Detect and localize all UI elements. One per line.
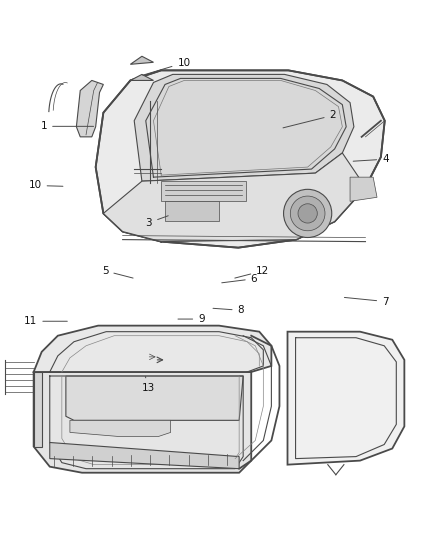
- Text: 9: 9: [178, 314, 205, 324]
- Text: 12: 12: [235, 266, 269, 278]
- Text: 8: 8: [213, 305, 244, 316]
- Text: 7: 7: [344, 296, 389, 306]
- Text: 3: 3: [145, 216, 168, 228]
- Polygon shape: [66, 376, 243, 421]
- Text: 10: 10: [143, 58, 191, 75]
- Text: 2: 2: [283, 110, 336, 128]
- Polygon shape: [103, 153, 365, 241]
- Circle shape: [298, 204, 317, 223]
- Polygon shape: [134, 75, 354, 181]
- Text: 4: 4: [353, 154, 389, 164]
- Polygon shape: [131, 75, 153, 80]
- Text: 10: 10: [28, 181, 63, 190]
- Polygon shape: [34, 326, 272, 372]
- Polygon shape: [50, 442, 239, 469]
- Text: 13: 13: [142, 376, 155, 393]
- Polygon shape: [131, 56, 153, 64]
- Polygon shape: [95, 70, 385, 248]
- Text: 11: 11: [24, 316, 67, 326]
- Text: 6: 6: [222, 274, 258, 284]
- Polygon shape: [76, 80, 103, 137]
- Polygon shape: [34, 372, 251, 473]
- Polygon shape: [165, 201, 219, 222]
- Text: 1: 1: [40, 122, 94, 131]
- Polygon shape: [34, 372, 42, 447]
- Circle shape: [290, 196, 325, 231]
- Polygon shape: [70, 421, 171, 437]
- Polygon shape: [287, 332, 404, 465]
- Text: 5: 5: [102, 266, 133, 278]
- Polygon shape: [350, 177, 377, 201]
- Polygon shape: [161, 181, 246, 201]
- Circle shape: [283, 189, 332, 238]
